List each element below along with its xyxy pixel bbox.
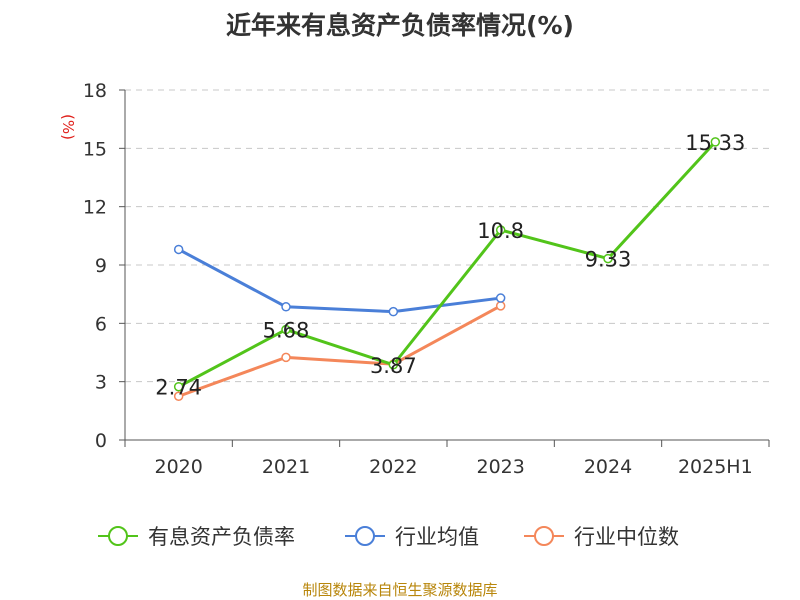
data-label: 3.87	[370, 354, 417, 378]
legend-swatch-marker	[534, 526, 554, 546]
x-tick-label: 2025H1	[678, 456, 753, 478]
data-point	[603, 253, 613, 264]
data-label: 9.33	[585, 248, 632, 272]
data-point	[173, 244, 184, 255]
data-labels: 2.74 5.68 3.87 10.8 9.33 15.33	[155, 131, 745, 400]
y-ticks: 0 3 6 9 12 15 18	[83, 80, 125, 452]
legend-label: 行业均值	[395, 525, 479, 549]
x-ticks: 2020 2021 2022 2023 2024 2025H1	[124, 440, 770, 478]
data-point	[173, 381, 184, 392]
data-point	[495, 293, 506, 303]
x-tick-label: 2022	[369, 456, 417, 478]
y-tick-label: 0	[95, 430, 107, 452]
data-point	[281, 352, 291, 363]
legend-label: 行业中位数	[574, 525, 679, 549]
x-tick-label: 2020	[154, 456, 202, 478]
data-point	[388, 306, 399, 317]
y-tick-label: 9	[95, 255, 107, 277]
data-point	[281, 324, 291, 335]
data-label: 2.74	[155, 376, 202, 400]
legend-swatch-marker	[108, 526, 128, 546]
x-tick-label: 2021	[262, 456, 310, 478]
data-point	[710, 137, 721, 147]
series-line	[177, 248, 501, 314]
y-tick-label: 3	[95, 372, 107, 394]
y-axis-label: (%)	[59, 114, 77, 140]
legend-swatch-marker	[355, 526, 375, 546]
data-label: 15.33	[685, 131, 745, 155]
series-line	[178, 304, 502, 398]
data-point	[281, 302, 291, 312]
legend-label: 有息资产负债率	[148, 525, 295, 549]
series-line	[177, 140, 717, 389]
legend: 有息资产负债率 行业均值 行业中位数	[98, 525, 679, 549]
x-tick-label: 2023	[476, 456, 524, 478]
x-tick-label: 2024	[584, 456, 632, 478]
y-tick-label: 15	[83, 138, 107, 160]
data-point	[388, 360, 399, 370]
source-note: 制图数据来自恒生聚源数据库	[302, 581, 498, 599]
data-point	[495, 225, 506, 235]
grid-lines	[125, 89, 769, 383]
y-tick-label: 18	[83, 80, 107, 102]
data-label: 10.8	[477, 219, 524, 243]
series-lines	[173, 137, 721, 401]
y-tick-label: 12	[83, 197, 107, 219]
data-point	[495, 301, 506, 311]
chart-title: 近年来有息资产负债率情况(%)	[226, 11, 574, 40]
data-point	[173, 391, 184, 401]
y-tick-label: 6	[95, 313, 107, 335]
data-label: 5.68	[263, 319, 310, 343]
